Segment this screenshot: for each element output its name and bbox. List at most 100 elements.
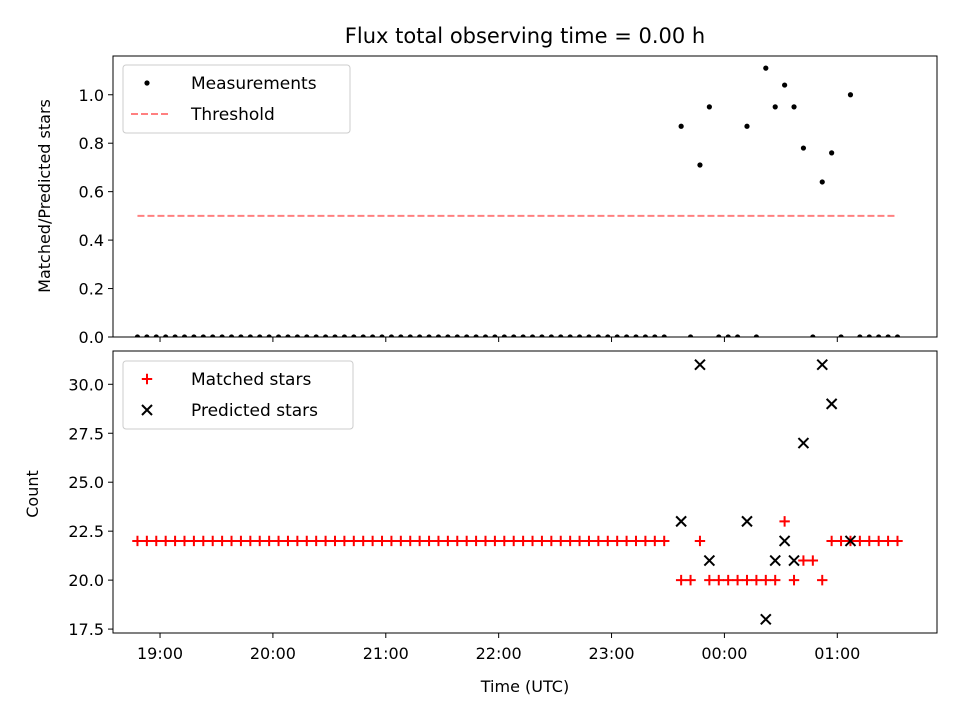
data-point — [586, 334, 592, 337]
plot-area — [132, 359, 903, 625]
data-point — [163, 334, 169, 337]
data-point — [633, 334, 639, 337]
data-point — [144, 334, 150, 337]
data-point — [817, 574, 828, 586]
data-point — [322, 334, 329, 337]
data-point — [623, 334, 630, 337]
bottom-panel: Count Time (UTC) 17.5 20.0 22.5 25.0 27.5 30.… — [23, 350, 938, 696]
data-point — [386, 535, 397, 547]
data-point — [807, 555, 819, 566]
data-point — [292, 535, 303, 547]
data-point — [228, 334, 235, 337]
data-point — [697, 162, 703, 168]
data-point — [614, 334, 620, 337]
data-point — [734, 334, 741, 337]
x-axis-label: Time (UTC) — [480, 677, 569, 696]
data-point — [536, 535, 548, 547]
data-point — [574, 535, 585, 547]
data-point — [558, 334, 564, 337]
legend-label: Measurements — [191, 74, 317, 94]
data-point — [134, 334, 141, 337]
data-point — [576, 334, 583, 337]
data-point — [304, 334, 310, 337]
data-point — [751, 574, 762, 586]
data-point — [351, 334, 357, 337]
data-point — [659, 535, 670, 547]
legend: Measurements Threshold — [122, 64, 351, 134]
data-point — [760, 574, 772, 586]
data-point — [442, 535, 454, 547]
data-point — [320, 535, 331, 547]
data-point — [482, 334, 489, 337]
data-point — [854, 535, 866, 547]
data-point — [285, 334, 291, 337]
data-point — [188, 535, 200, 547]
y-tick-label: 25.0 — [68, 473, 104, 492]
x-tick-label: 00:00 — [701, 644, 747, 663]
legend-swatch — [141, 373, 153, 385]
data-point — [153, 334, 159, 337]
data-point — [555, 535, 566, 547]
data-point — [527, 535, 538, 547]
data-point — [226, 535, 237, 547]
data-point — [132, 535, 143, 547]
data-point — [826, 535, 837, 547]
data-point — [379, 334, 385, 337]
data-point — [835, 535, 847, 547]
data-point — [517, 535, 529, 547]
data-point — [435, 334, 442, 337]
data-point — [640, 535, 651, 547]
series-predicted-stars — [675, 359, 857, 625]
y-tick-label: 0.0 — [79, 328, 104, 347]
data-point — [546, 535, 557, 547]
data-point — [593, 535, 604, 547]
data-point — [310, 535, 322, 547]
data-point — [329, 535, 341, 547]
data-point — [779, 516, 790, 527]
data-point — [703, 554, 716, 567]
data-point — [567, 334, 573, 337]
data-point — [219, 334, 225, 337]
data-point — [238, 334, 244, 337]
data-point — [741, 574, 753, 586]
data-point — [501, 334, 507, 337]
data-point — [810, 334, 816, 337]
data-point — [216, 535, 228, 547]
axes-frame — [112, 350, 938, 634]
data-point — [788, 554, 800, 567]
data-point — [200, 334, 206, 337]
data-point — [847, 92, 854, 98]
data-point — [797, 437, 810, 449]
data-point — [508, 535, 519, 547]
data-point — [511, 334, 517, 337]
data-point — [235, 535, 247, 547]
data-point — [694, 359, 706, 371]
data-point — [630, 535, 642, 547]
top-panel: Matched/Predicted stars 0.0 0.2 0.4 0.6 0.8 1… — [35, 55, 938, 347]
data-point — [539, 334, 545, 337]
data-point — [782, 82, 788, 88]
data-point — [595, 334, 601, 337]
data-point — [461, 535, 472, 547]
data-point — [464, 334, 470, 337]
data-point — [179, 535, 190, 547]
x-tick-label: 19:00 — [137, 644, 183, 663]
data-point — [266, 334, 272, 337]
data-point — [716, 334, 722, 337]
data-point — [245, 535, 256, 547]
data-point — [489, 535, 501, 547]
data-point — [520, 334, 526, 337]
legend-swatch — [144, 80, 150, 86]
data-point — [760, 613, 772, 625]
y-tick-label: 27.5 — [68, 424, 104, 443]
data-point — [405, 535, 416, 547]
data-point — [207, 535, 218, 547]
data-point — [141, 535, 153, 547]
data-point — [454, 334, 460, 337]
data-point — [294, 334, 300, 337]
x-tick-label: 22:00 — [476, 644, 522, 663]
data-point — [798, 555, 809, 566]
data-point — [844, 535, 857, 547]
legend-label: Matched stars — [191, 370, 311, 390]
